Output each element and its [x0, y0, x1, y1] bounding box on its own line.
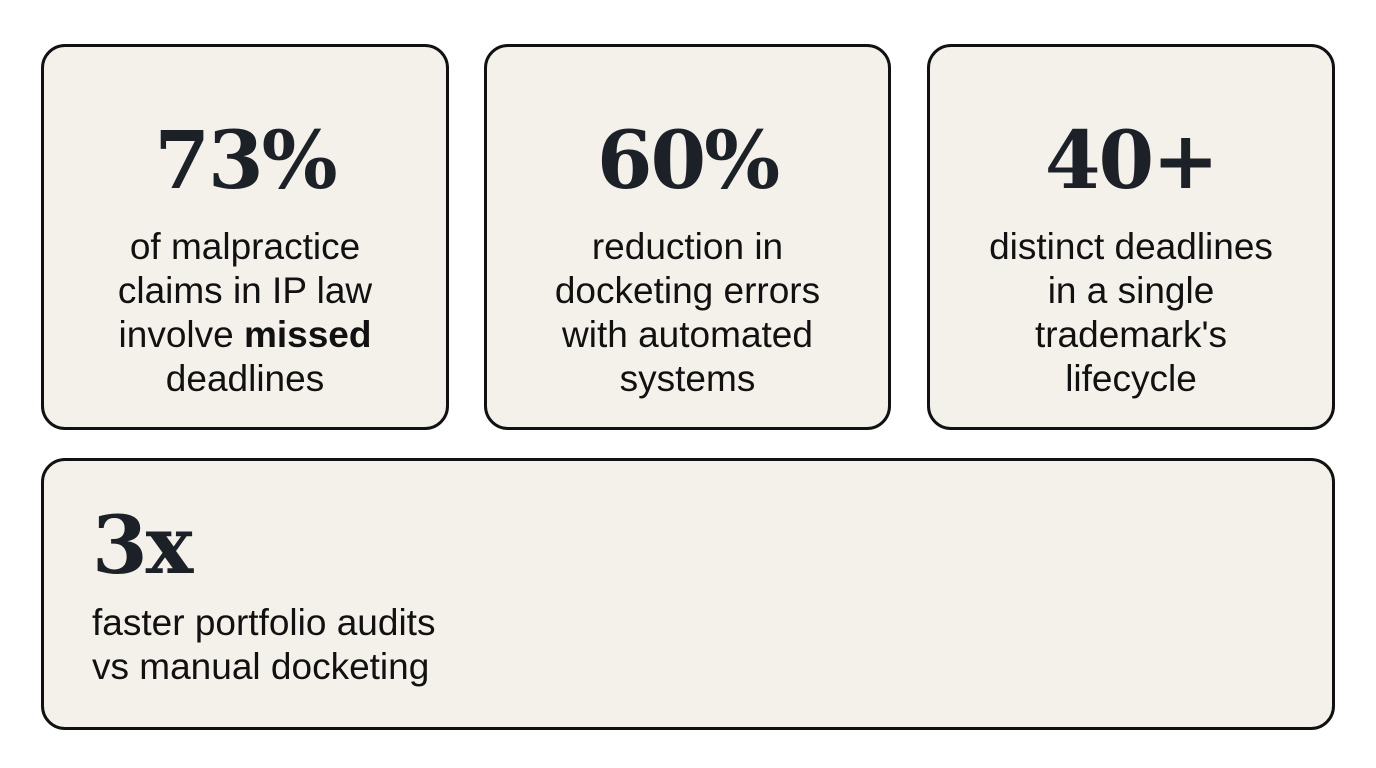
- desc-line: deadlines: [165, 358, 325, 399]
- desc-line: faster portfolio audits: [92, 602, 436, 643]
- stat-card-error-reduction: 60% reduction in docketing errors with a…: [484, 44, 891, 430]
- desc-line: distinct deadlines: [989, 226, 1273, 267]
- desc-line: docketing errors: [554, 270, 821, 311]
- stat-card-malpractice: 73% of malpractice claims in IP law invo…: [41, 44, 449, 430]
- desc-line: reduction in: [591, 226, 784, 267]
- desc-emphasis: missed: [243, 314, 372, 355]
- stat-value: 40+: [1044, 113, 1219, 207]
- stat-value: 60%: [596, 113, 780, 207]
- desc-line: of malpractice: [129, 226, 361, 267]
- desc-line: vs manual docketing: [92, 646, 430, 687]
- desc-line: lifecycle: [1065, 358, 1197, 399]
- desc-line: with automated: [562, 314, 813, 355]
- stat-value: 73%: [154, 113, 337, 207]
- stat-card-deadlines: 40+ distinct deadlines in a single trade…: [927, 44, 1335, 430]
- desc-line: in a single: [1047, 270, 1215, 311]
- desc-line: systems: [619, 358, 756, 399]
- desc-text: involve: [118, 314, 244, 355]
- stat-card-audits: 3x faster portfolio audits vs manual doc…: [41, 458, 1335, 730]
- stat-description: reduction in docketing errors with autom…: [487, 225, 888, 401]
- stat-value: 3x: [92, 498, 193, 592]
- stat-description: distinct deadlines in a single trademark…: [930, 225, 1332, 401]
- desc-line: trademark's: [1034, 314, 1228, 355]
- desc-line: involve missed: [44, 313, 446, 357]
- desc-line: claims in IP law: [117, 270, 373, 311]
- stat-description: of malpractice claims in IP law involve …: [44, 225, 446, 401]
- stat-description: faster portfolio audits vs manual docket…: [92, 601, 435, 689]
